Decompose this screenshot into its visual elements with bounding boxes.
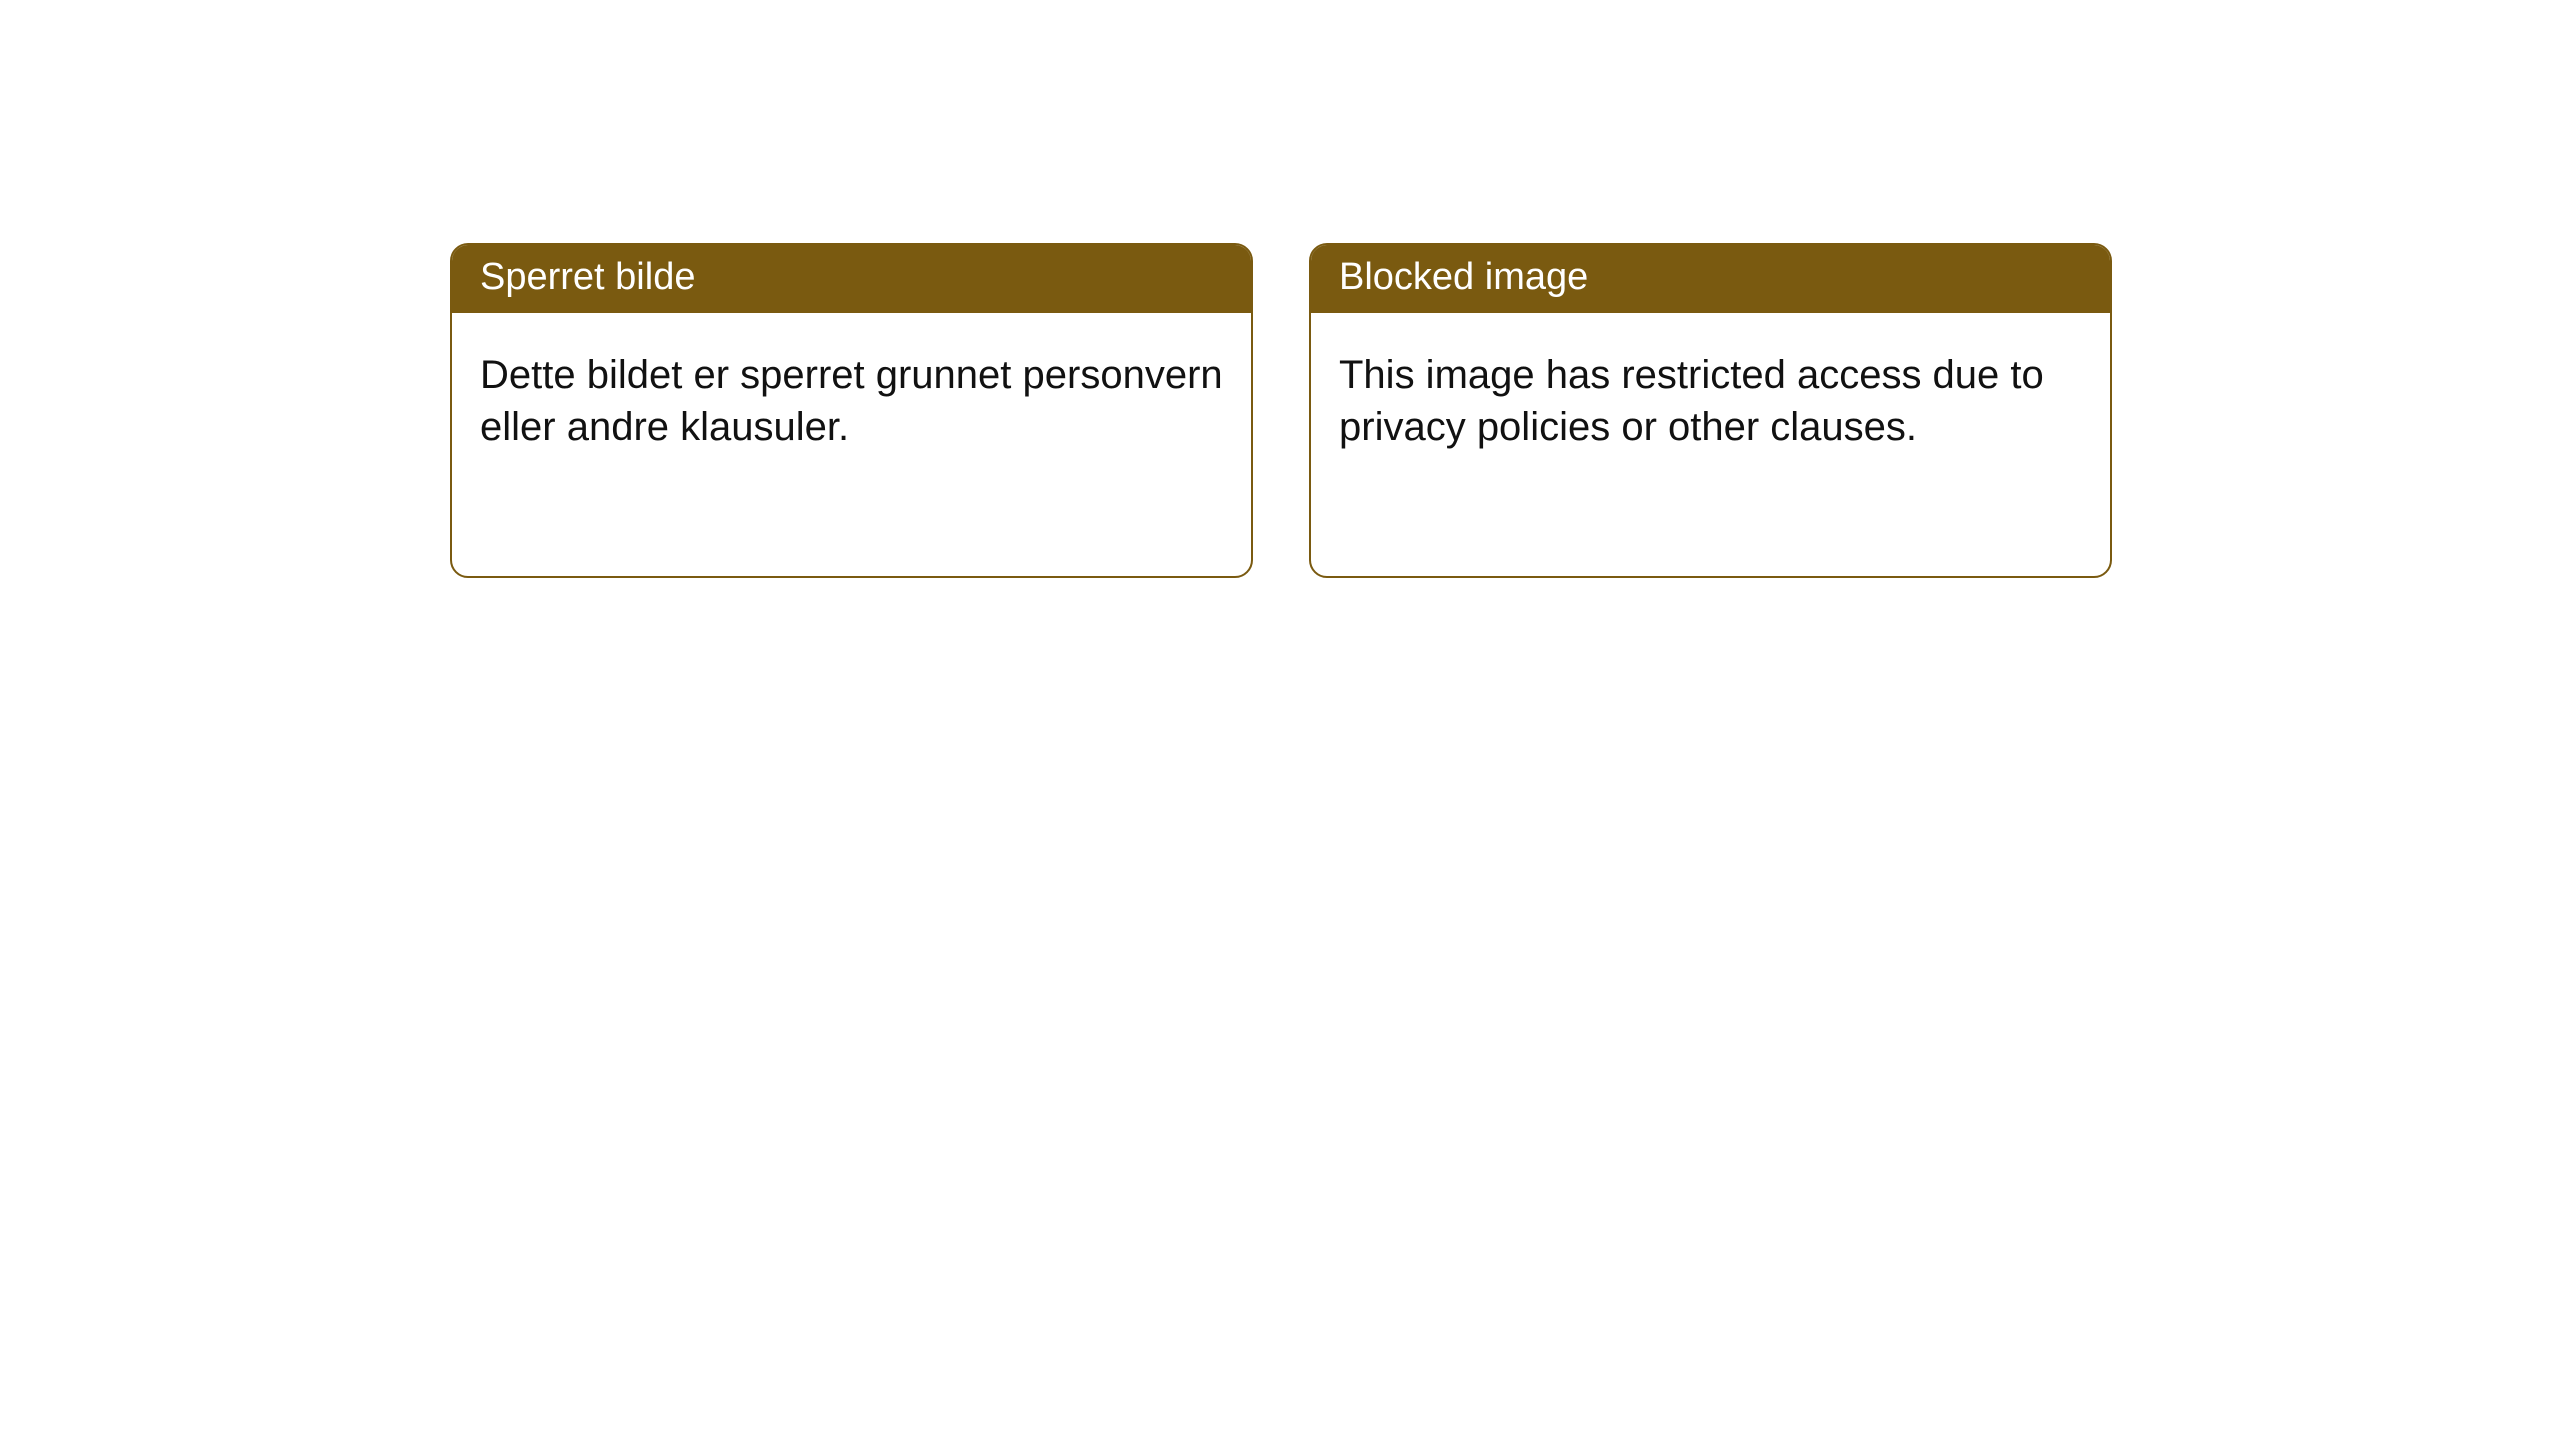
notice-title-norwegian: Sperret bilde xyxy=(480,256,695,298)
notice-body-english: This image has restricted access due to … xyxy=(1311,313,2110,490)
notice-container: Sperret bilde Dette bildet er sperret gr… xyxy=(450,243,2112,578)
notice-header-english: Blocked image xyxy=(1311,245,2110,313)
notice-card-english: Blocked image This image has restricted … xyxy=(1309,243,2112,578)
notice-body-norwegian: Dette bildet er sperret grunnet personve… xyxy=(452,313,1251,490)
notice-card-norwegian: Sperret bilde Dette bildet er sperret gr… xyxy=(450,243,1253,578)
notice-header-norwegian: Sperret bilde xyxy=(452,245,1251,313)
notice-text-english: This image has restricted access due to … xyxy=(1339,353,2044,449)
notice-text-norwegian: Dette bildet er sperret grunnet personve… xyxy=(480,353,1223,449)
notice-title-english: Blocked image xyxy=(1339,256,1588,298)
